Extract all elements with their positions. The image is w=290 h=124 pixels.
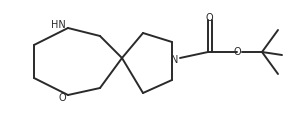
Text: O: O [233, 47, 241, 57]
Text: O: O [58, 93, 66, 103]
Text: N: N [171, 55, 179, 65]
Text: O: O [205, 13, 213, 23]
Text: HN: HN [51, 20, 65, 30]
